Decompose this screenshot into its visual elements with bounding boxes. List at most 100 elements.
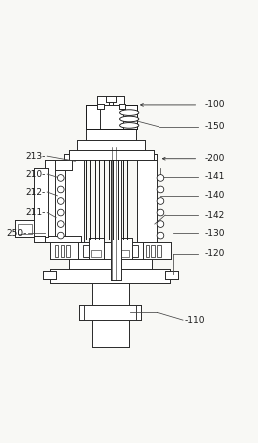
Bar	[43, 272, 56, 279]
Bar	[34, 168, 49, 237]
Bar	[34, 236, 45, 242]
Circle shape	[157, 232, 164, 239]
Bar	[165, 272, 178, 279]
Bar	[123, 105, 137, 129]
Bar	[79, 305, 84, 320]
Bar	[55, 245, 59, 257]
Bar	[151, 245, 155, 257]
Text: -100: -100	[205, 101, 225, 109]
Bar	[64, 160, 84, 242]
Circle shape	[157, 186, 164, 193]
Bar	[50, 269, 170, 283]
Bar	[119, 104, 125, 109]
Bar	[118, 238, 132, 259]
Bar	[90, 238, 103, 259]
Bar	[118, 238, 132, 259]
Bar	[97, 96, 124, 105]
Bar	[61, 245, 64, 257]
Bar	[50, 269, 170, 283]
Bar	[92, 283, 129, 347]
Bar	[64, 154, 84, 160]
Bar	[78, 242, 143, 259]
Text: -140: -140	[205, 191, 225, 200]
Bar	[45, 160, 55, 242]
Bar	[45, 236, 80, 242]
Bar	[157, 245, 161, 257]
Ellipse shape	[119, 116, 139, 122]
Text: 210-: 210-	[26, 170, 46, 179]
Ellipse shape	[119, 110, 139, 116]
Bar	[97, 104, 103, 109]
Text: -150: -150	[205, 122, 225, 131]
Bar	[83, 245, 102, 257]
Circle shape	[58, 186, 64, 193]
Bar	[45, 160, 55, 242]
Bar	[86, 105, 100, 129]
Bar	[50, 242, 78, 259]
Bar	[45, 160, 71, 170]
Text: -130: -130	[205, 229, 225, 237]
Bar	[86, 105, 100, 129]
Bar	[119, 250, 129, 257]
Bar	[79, 305, 141, 320]
Bar	[106, 96, 116, 102]
Circle shape	[58, 232, 64, 239]
Text: -120: -120	[205, 249, 225, 258]
Circle shape	[58, 175, 64, 181]
Bar	[77, 140, 144, 150]
Text: 212-: 212-	[26, 187, 46, 197]
Text: 250-: 250-	[6, 229, 27, 237]
Circle shape	[58, 209, 64, 216]
Circle shape	[58, 221, 64, 227]
Text: 213-: 213-	[26, 152, 46, 161]
Bar	[90, 238, 103, 259]
Bar	[100, 105, 123, 129]
Circle shape	[157, 221, 164, 227]
Bar	[86, 105, 137, 129]
Bar	[143, 242, 172, 259]
Text: 211-: 211-	[26, 208, 46, 217]
Bar	[86, 129, 136, 140]
Bar	[146, 245, 149, 257]
Bar	[15, 220, 34, 237]
Bar	[119, 104, 125, 109]
Bar	[64, 160, 84, 242]
Bar	[34, 236, 45, 242]
Ellipse shape	[119, 123, 139, 128]
Bar	[109, 102, 113, 105]
Bar	[69, 150, 154, 160]
Bar	[86, 129, 136, 140]
Circle shape	[58, 198, 64, 204]
Bar	[109, 102, 113, 105]
Bar	[15, 220, 34, 237]
Bar	[64, 154, 84, 160]
Bar	[92, 283, 129, 347]
Bar	[97, 104, 103, 109]
Bar	[69, 259, 152, 269]
Bar	[143, 242, 172, 259]
Circle shape	[157, 198, 164, 204]
Bar	[137, 154, 157, 160]
Bar	[50, 242, 78, 259]
Bar	[119, 245, 138, 257]
Bar	[106, 96, 116, 102]
Bar	[43, 272, 56, 279]
Bar	[137, 160, 157, 242]
Bar	[123, 105, 137, 129]
Text: -142: -142	[205, 210, 225, 220]
Circle shape	[157, 175, 164, 181]
Bar	[91, 250, 101, 257]
Bar	[137, 154, 157, 160]
Text: -141: -141	[205, 172, 225, 181]
Bar	[79, 305, 141, 320]
Bar	[97, 96, 124, 105]
Bar	[111, 147, 121, 280]
Bar	[52, 160, 65, 242]
Bar	[45, 236, 80, 242]
Bar	[69, 259, 152, 269]
Bar	[111, 147, 121, 280]
Bar	[66, 245, 70, 257]
Bar	[52, 160, 65, 242]
Bar	[77, 140, 144, 150]
Bar	[136, 305, 141, 320]
